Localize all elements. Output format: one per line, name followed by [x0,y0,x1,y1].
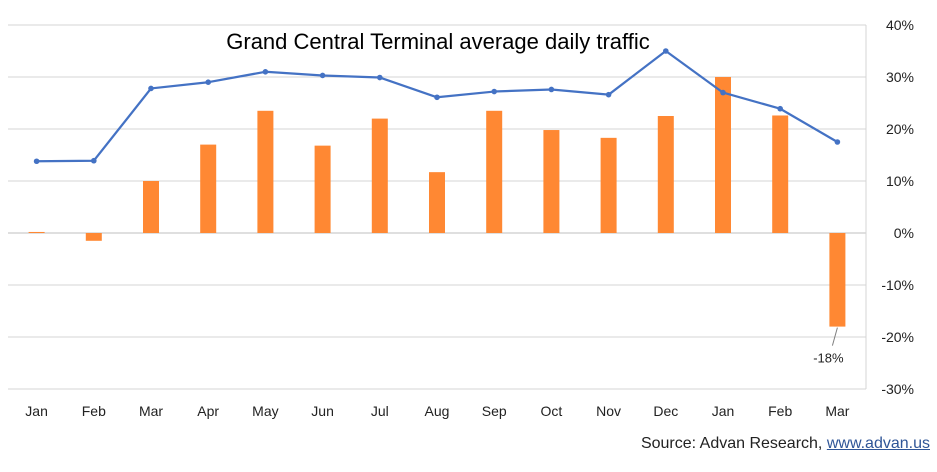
annotations: -18% [813,327,844,366]
line-point [663,48,669,54]
line-point [834,139,841,145]
line-point [605,91,612,98]
bar [543,130,560,233]
y-tick-label: 40% [886,17,914,33]
bar [715,77,731,233]
y-tick-label: -20% [881,329,914,345]
source-line: Source: Advan Research, www.advan.us [560,435,930,453]
bar [314,145,331,233]
line-point [91,157,97,164]
line-point [262,69,269,75]
bar [257,110,274,233]
x-tick-label: Feb [768,403,792,419]
y-tick-label: 20% [886,121,914,137]
line-point [548,86,555,93]
bar [28,231,45,233]
annotation-leader [831,327,838,346]
bar [600,137,617,233]
x-tick-label: Jul [371,403,389,419]
bar [429,172,445,233]
x-tick-label: Jun [311,403,334,419]
line-point [777,105,783,112]
x-tick-label: Nov [596,403,621,419]
bar [486,110,503,233]
x-tick-label: Mar [139,403,163,419]
y-tick-label: -30% [881,381,914,397]
line-point [319,72,326,79]
x-tick-label: Sep [482,403,507,419]
bar [200,144,217,233]
data-label: -18% [813,351,844,366]
line-point [377,74,383,81]
chart: 40% 30% 20% 10% 0% -10% -20% -30% Jan Feb Mar Apr M… [8,17,914,419]
x-tick-label: Aug [425,403,450,419]
bar [85,233,102,241]
bar [772,115,789,233]
source-text: Source: Advan Research, [640,435,827,452]
line-series [33,48,841,165]
line-point [33,158,40,165]
y-tick-label: 30% [886,69,914,85]
line-point [720,89,726,96]
line-point [148,85,154,92]
y-tick-label: 0% [894,225,914,241]
x-tick-label: Mar [825,403,849,419]
x-tick-label: Feb [82,403,106,419]
line-point [205,79,211,85]
bar-series [28,77,846,327]
source-link[interactable]: www.advan.us [826,435,930,452]
x-tick-label: Dec [653,403,678,419]
line-point [491,88,498,95]
x-tick-label: Oct [541,403,563,419]
y-axis: 40% 30% 20% 10% 0% -10% -20% -30% [881,17,914,397]
x-tick-label: Jan [712,403,735,419]
x-tick-label: Jan [25,403,48,419]
bar [829,233,846,327]
line-point [434,94,440,101]
x-tick-label: Apr [197,403,219,419]
y-tick-label: 10% [886,173,914,189]
y-tick-label: -10% [881,277,914,293]
bar [143,181,159,233]
bar [371,118,388,233]
chart-title: Grand Central Terminal average daily tra… [226,29,650,54]
bar [657,116,674,233]
x-axis: Jan Feb Mar Apr May Jun Jul Aug Sep Oct Nov Dec Jan F… [25,403,849,419]
x-tick-label: May [252,403,278,419]
